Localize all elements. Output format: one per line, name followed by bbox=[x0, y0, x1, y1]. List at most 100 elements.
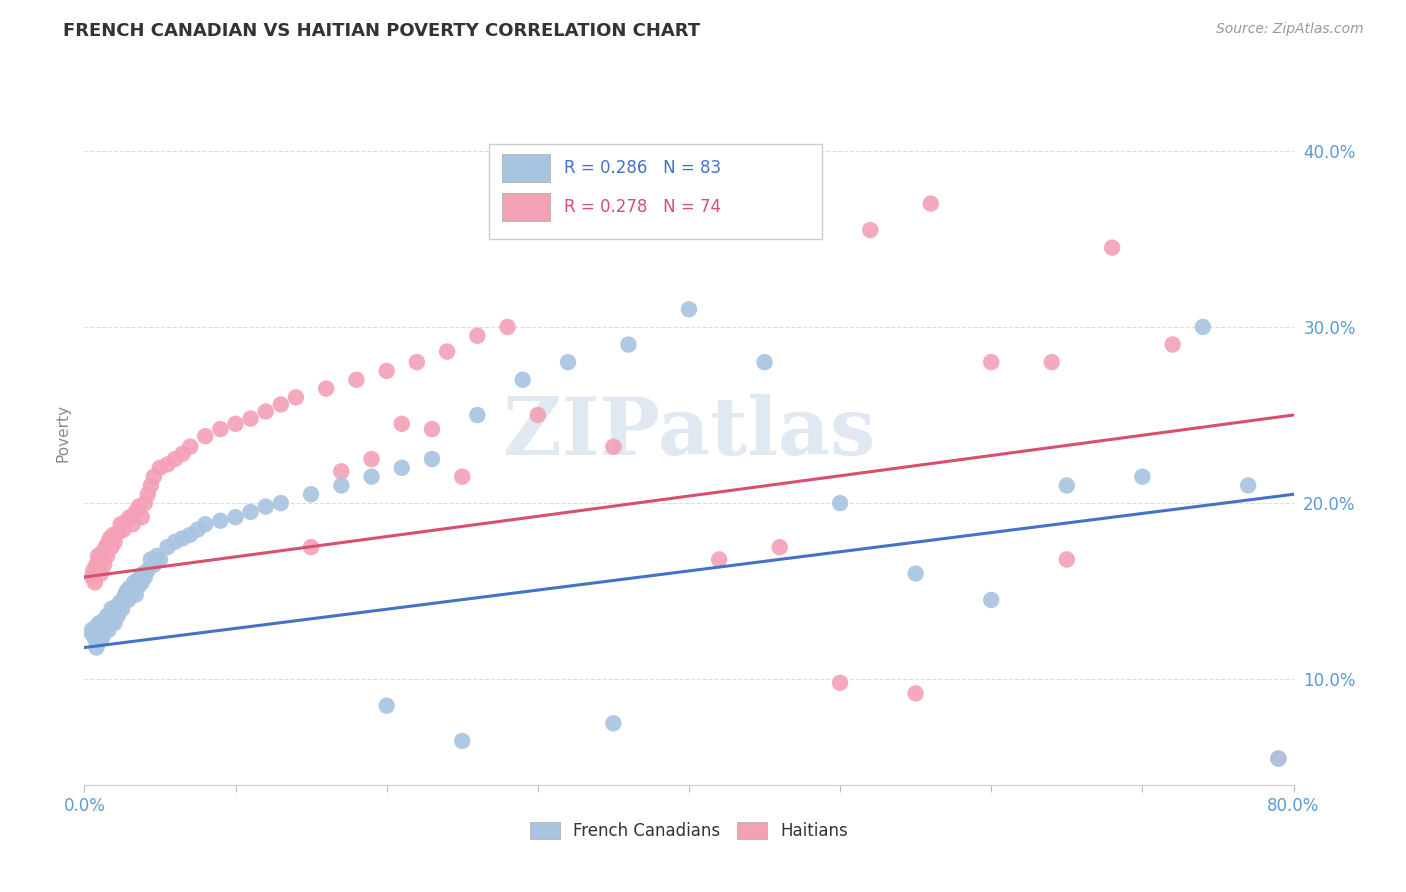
Point bbox=[239, 411, 262, 425]
Point bbox=[436, 344, 458, 359]
Point bbox=[904, 686, 927, 700]
Point bbox=[115, 584, 138, 599]
Point bbox=[121, 517, 143, 532]
Point bbox=[299, 487, 322, 501]
Point bbox=[101, 528, 124, 542]
Point bbox=[134, 496, 156, 510]
Point bbox=[179, 440, 201, 454]
Point bbox=[172, 447, 194, 461]
Point bbox=[496, 319, 519, 334]
Point bbox=[738, 187, 761, 202]
Text: R = 0.286   N = 83: R = 0.286 N = 83 bbox=[564, 160, 721, 178]
Point bbox=[541, 223, 564, 237]
Point bbox=[346, 373, 368, 387]
Point bbox=[315, 382, 337, 396]
Point bbox=[678, 302, 700, 317]
Point bbox=[980, 355, 1002, 369]
Point bbox=[149, 460, 172, 475]
Point bbox=[512, 373, 534, 387]
Point bbox=[156, 540, 179, 554]
Point bbox=[330, 464, 353, 478]
Point bbox=[108, 605, 131, 619]
FancyBboxPatch shape bbox=[502, 154, 550, 183]
Point bbox=[709, 552, 731, 566]
Point bbox=[136, 487, 159, 501]
Point bbox=[80, 626, 103, 640]
Point bbox=[94, 623, 117, 637]
Point bbox=[96, 608, 118, 623]
Point bbox=[1040, 355, 1063, 369]
FancyBboxPatch shape bbox=[489, 144, 823, 239]
Point bbox=[89, 615, 111, 630]
Point bbox=[131, 510, 153, 524]
Point bbox=[285, 390, 308, 404]
Point bbox=[84, 575, 107, 590]
Point bbox=[94, 540, 117, 554]
Point bbox=[633, 170, 655, 185]
Point bbox=[588, 187, 610, 202]
Point bbox=[104, 534, 127, 549]
Text: ZIPatlas: ZIPatlas bbox=[503, 393, 875, 472]
Point bbox=[225, 510, 247, 524]
Point bbox=[86, 619, 108, 633]
Point bbox=[156, 458, 179, 472]
Point bbox=[467, 328, 489, 343]
Point bbox=[165, 452, 187, 467]
Point bbox=[904, 566, 927, 581]
Point bbox=[93, 558, 115, 572]
Point bbox=[96, 619, 118, 633]
Point bbox=[82, 563, 104, 577]
Point bbox=[146, 549, 169, 563]
Point bbox=[134, 570, 156, 584]
Point bbox=[254, 500, 277, 514]
Point bbox=[104, 605, 127, 619]
Point bbox=[1130, 469, 1153, 483]
Point bbox=[209, 422, 232, 436]
Point bbox=[97, 534, 120, 549]
Point bbox=[111, 601, 134, 615]
Point bbox=[451, 469, 474, 483]
Point bbox=[89, 552, 111, 566]
Point bbox=[80, 623, 103, 637]
Point bbox=[406, 355, 429, 369]
Point bbox=[93, 614, 115, 628]
Point bbox=[87, 549, 110, 563]
Point bbox=[131, 575, 153, 590]
Point bbox=[107, 608, 129, 623]
Point bbox=[117, 593, 139, 607]
Point bbox=[105, 601, 128, 615]
Point bbox=[142, 558, 165, 572]
Point bbox=[112, 593, 135, 607]
Point bbox=[89, 633, 111, 648]
Point bbox=[90, 624, 112, 639]
Point bbox=[139, 552, 162, 566]
Legend: French Canadians, Haitians: French Canadians, Haitians bbox=[523, 815, 855, 847]
Point bbox=[799, 161, 821, 176]
Point bbox=[1056, 478, 1078, 492]
Point bbox=[132, 566, 155, 581]
Point bbox=[769, 540, 792, 554]
Point bbox=[254, 404, 277, 418]
Point bbox=[91, 545, 114, 559]
Point bbox=[86, 558, 108, 572]
Point bbox=[420, 422, 443, 436]
Point bbox=[110, 595, 132, 609]
Point bbox=[97, 623, 120, 637]
Point bbox=[375, 364, 398, 378]
Point bbox=[115, 514, 138, 528]
Point bbox=[375, 698, 398, 713]
Point bbox=[107, 526, 129, 541]
Point bbox=[1267, 751, 1289, 765]
Text: FRENCH CANADIAN VS HAITIAN POVERTY CORRELATION CHART: FRENCH CANADIAN VS HAITIAN POVERTY CORRE… bbox=[63, 22, 700, 40]
Point bbox=[602, 716, 624, 731]
Point bbox=[330, 478, 353, 492]
Point bbox=[165, 534, 187, 549]
Point bbox=[110, 517, 132, 532]
Point bbox=[84, 632, 107, 646]
Point bbox=[96, 549, 118, 563]
Point bbox=[1161, 337, 1184, 351]
Point bbox=[118, 510, 141, 524]
Point bbox=[360, 469, 382, 483]
Point bbox=[114, 588, 136, 602]
Point bbox=[270, 496, 292, 510]
